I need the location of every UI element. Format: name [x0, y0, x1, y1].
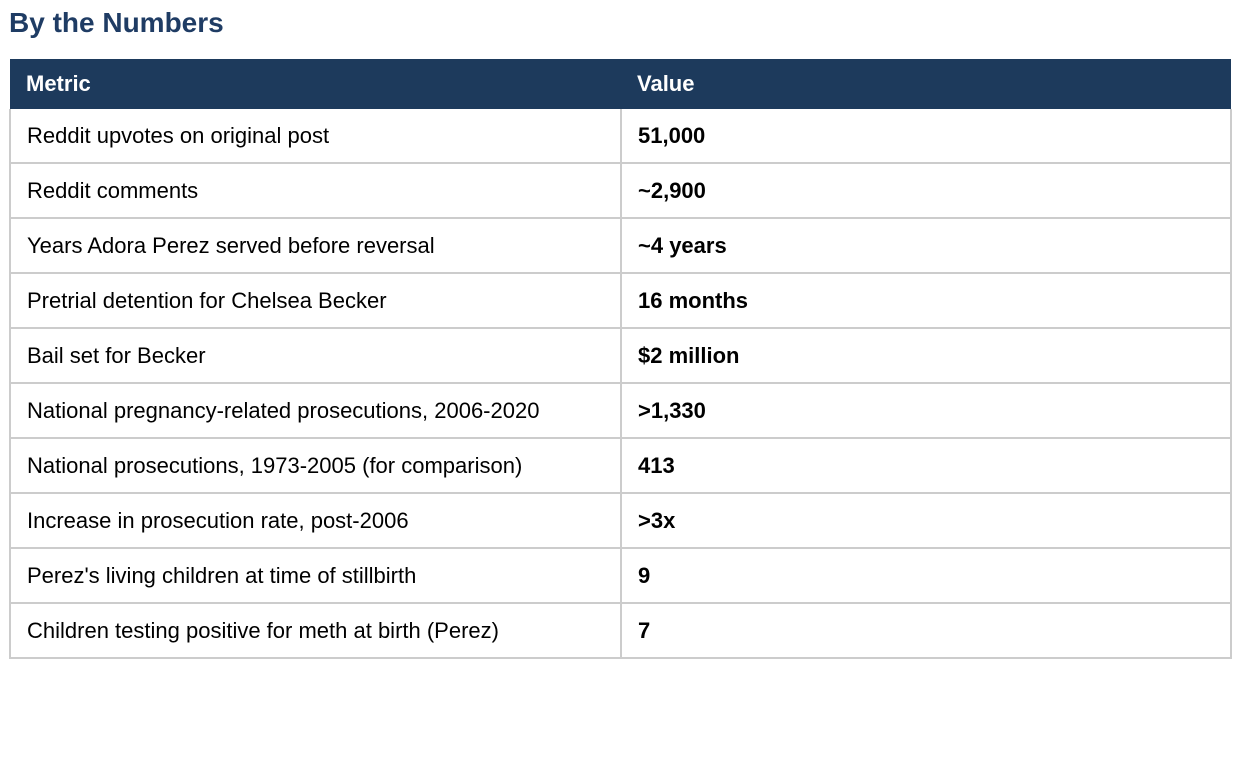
value-cell: >1,330: [620, 382, 1232, 439]
table-row: Pretrial detention for Chelsea Becker 16 …: [9, 272, 1232, 329]
metric-cell: Reddit comments: [9, 162, 622, 219]
table-body: Reddit upvotes on original post 51,000 Red…: [9, 109, 1232, 659]
metric-cell: Pretrial detention for Chelsea Becker: [9, 272, 622, 329]
metric-cell: Years Adora Perez served before reversal: [9, 217, 622, 274]
table-row: Perez's living children at time of still…: [9, 547, 1232, 604]
metric-cell: Increase in prosecution rate, post-2006: [9, 492, 622, 549]
table-row: Increase in prosecution rate, post-2006 >…: [9, 492, 1232, 549]
metric-cell: Reddit upvotes on original post: [9, 109, 622, 164]
table-row: Reddit comments ~2,900: [9, 162, 1232, 219]
value-cell: 413: [620, 437, 1232, 494]
metric-cell: Bail set for Becker: [9, 327, 622, 384]
metric-cell: Perez's living children at time of still…: [9, 547, 622, 604]
table-row: National prosecutions, 1973-2005 (for co…: [9, 437, 1232, 494]
column-header-value: Value: [621, 59, 1231, 109]
column-header-metric: Metric: [10, 59, 621, 109]
table-row: Years Adora Perez served before reversal…: [9, 217, 1232, 274]
value-cell: 51,000: [620, 109, 1232, 164]
value-cell: ~4 years: [620, 217, 1232, 274]
metric-cell: National pregnancy-related prosecutions,…: [9, 382, 622, 439]
table-row: National pregnancy-related prosecutions,…: [9, 382, 1232, 439]
table-row: Bail set for Becker $2 million: [9, 327, 1232, 384]
value-cell: 7: [620, 602, 1232, 659]
value-cell: 9: [620, 547, 1232, 604]
header-row: Metric Value: [10, 59, 1231, 109]
value-cell: $2 million: [620, 327, 1232, 384]
table-row: Children testing positive for meth at bi…: [9, 602, 1232, 659]
value-cell: ~2,900: [620, 162, 1232, 219]
by-the-numbers-table: Metric Value Reddit upvotes on original …: [9, 59, 1232, 659]
value-cell: >3x: [620, 492, 1232, 549]
table-header: Metric Value: [10, 59, 1231, 109]
table-row: Reddit upvotes on original post 51,000: [9, 109, 1232, 164]
value-cell: 16 months: [620, 272, 1232, 329]
metric-cell: National prosecutions, 1973-2005 (for co…: [9, 437, 622, 494]
metric-cell: Children testing positive for meth at bi…: [9, 602, 622, 659]
page-title: By the Numbers: [9, 7, 224, 38]
